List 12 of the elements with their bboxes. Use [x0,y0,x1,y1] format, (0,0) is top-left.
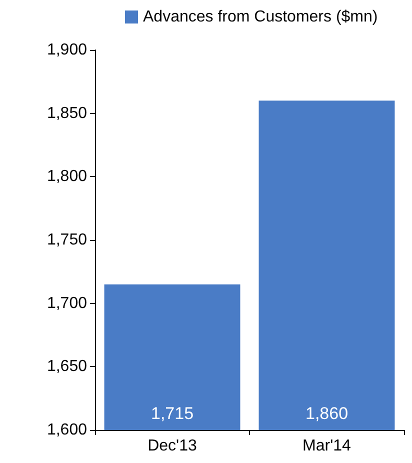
x-tick-label: Mar'14 [302,438,352,454]
y-tick-label: 1,900 [46,42,88,58]
y-tick-label: 1,600 [46,422,88,438]
y-tick-label: 1,800 [46,168,88,186]
data-label: 1,715 [150,404,194,423]
y-tick-label: 1,650 [46,358,88,376]
data-label: 1,860 [305,404,348,423]
y-tick-label: 1,700 [46,294,88,312]
y-tick-label: 1,750 [46,232,88,248]
x-tick-label: Dec'13 [148,438,197,454]
y-tick-label: 1,850 [46,104,88,122]
legend-label: Advances from Customers ($mn) [143,8,378,26]
